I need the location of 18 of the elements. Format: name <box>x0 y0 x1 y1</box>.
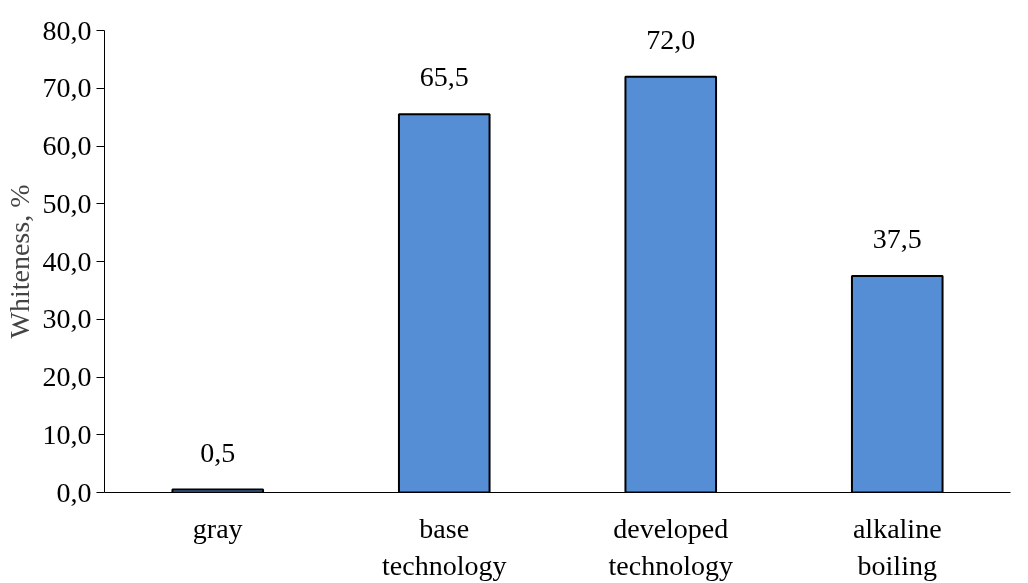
y-tick-label: 10,0 <box>42 418 92 450</box>
y-tick-label: 50,0 <box>42 187 92 219</box>
x-tick-label: base technology <box>382 512 507 581</box>
y-tick-label: 0,0 <box>56 476 92 508</box>
data-label: 72,0 <box>646 23 696 55</box>
x-tick-label: gray <box>192 512 243 544</box>
y-tick-label: 40,0 <box>42 245 92 277</box>
x-tick-label: developed technology <box>608 512 733 581</box>
y-tick-label: 60,0 <box>42 130 92 161</box>
data-label: 0,5 <box>200 436 236 468</box>
data-label: 37,5 <box>872 222 922 254</box>
data-label: 65,5 <box>419 61 469 93</box>
y-axis-title: Whiteness, % <box>3 184 35 339</box>
y-tick-label: 70,0 <box>42 72 92 104</box>
y-tick-label: 80,0 <box>42 14 92 46</box>
y-tick-label: 20,0 <box>42 361 92 392</box>
y-tick-label: 30,0 <box>42 303 92 335</box>
x-tick-label: alkaline boiling <box>852 512 942 581</box>
